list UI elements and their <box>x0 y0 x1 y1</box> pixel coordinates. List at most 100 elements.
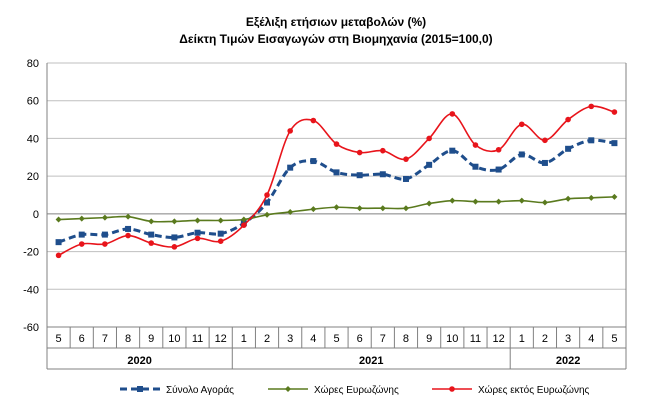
year-label: 2021 <box>359 355 383 367</box>
data-point-series-2 <box>541 199 548 206</box>
x-tick-label: 4 <box>310 333 316 345</box>
data-point-series-3 <box>148 240 155 246</box>
data-point-series-1 <box>565 145 572 152</box>
data-point-series-3 <box>102 241 108 247</box>
legend-swatch-marker <box>285 386 291 392</box>
x-tick-label: 1 <box>241 333 247 345</box>
data-point-series-1 <box>518 151 525 158</box>
data-point-series-2 <box>495 198 502 205</box>
data-point-series-3 <box>380 147 386 154</box>
x-tick-label: 6 <box>79 333 85 345</box>
legend-swatch-marker <box>449 386 455 392</box>
x-tick-label: 8 <box>125 333 131 345</box>
y-tick-label: 0 <box>33 209 39 221</box>
data-point-series-3 <box>287 128 293 134</box>
data-point-series-1 <box>379 171 386 178</box>
data-point-series-2 <box>55 216 62 223</box>
data-point-series-2 <box>194 217 201 224</box>
x-tick-label: 8 <box>403 333 409 345</box>
chart-subtitle: Δείκτη Τιμών Εισαγωγών στη Βιομηχανία (2… <box>179 32 492 46</box>
x-tick-label: 10 <box>446 333 458 345</box>
y-tick-label: 80 <box>27 58 39 70</box>
data-point-series-3 <box>55 252 62 259</box>
data-point-series-2 <box>379 205 386 212</box>
y-tick-label: 20 <box>27 171 39 183</box>
data-point-series-1 <box>55 239 62 246</box>
data-point-series-1 <box>78 231 85 238</box>
y-gridlines <box>47 62 626 328</box>
data-point-series-2 <box>287 208 294 215</box>
x-tick-label: 10 <box>168 333 180 345</box>
data-point-series-1 <box>217 230 224 237</box>
data-point-series-2 <box>426 200 433 207</box>
data-point-series-2 <box>78 215 85 222</box>
data-point-series-1 <box>171 234 178 241</box>
data-point-series-2 <box>101 214 108 221</box>
data-point-series-3 <box>495 146 502 153</box>
data-point-series-1 <box>449 147 456 154</box>
legend-swatch-marker <box>137 386 143 392</box>
data-point-series-3 <box>333 141 340 147</box>
x-tick-label: 5 <box>611 333 617 345</box>
data-point-series-3 <box>588 103 595 110</box>
data-point-series-3 <box>518 121 525 128</box>
data-point-series-1 <box>495 166 502 173</box>
y-tick-label: 60 <box>27 96 39 108</box>
data-point-series-3 <box>125 232 131 239</box>
data-point-series-1 <box>264 199 271 206</box>
data-point-series-1 <box>541 159 548 166</box>
y-tick-label: 40 <box>27 133 39 145</box>
data-point-series-1 <box>101 231 108 238</box>
data-point-series-3 <box>171 244 178 250</box>
y-tick-label: -40 <box>23 284 39 296</box>
x-tick-label: 1 <box>519 333 525 345</box>
data-point-series-3 <box>217 238 224 244</box>
data-point-series-1 <box>402 175 409 182</box>
x-tick-label: 7 <box>102 333 108 345</box>
data-point-series-3 <box>449 111 456 117</box>
data-point-series-3 <box>194 235 201 242</box>
x-tick-label: 12 <box>492 333 504 345</box>
x-tick-label: 9 <box>426 333 432 345</box>
x-tick-label: 7 <box>380 333 386 345</box>
data-point-series-2 <box>472 198 479 205</box>
legend-label: Χώρες Ευρωζώνης <box>314 384 399 396</box>
year-label: 2020 <box>127 355 151 367</box>
data-point-series-2 <box>148 218 155 225</box>
legend-label: Σύνολο Αγοράς <box>166 384 234 396</box>
data-point-series-1 <box>356 172 363 179</box>
x-tick-label: 11 <box>470 333 481 345</box>
legend: Σύνολο Αγοράς Χώρες Ευρωζώνης Χώρες εκτός … <box>120 384 590 396</box>
data-point-series-2 <box>310 206 317 213</box>
axes <box>46 63 627 370</box>
data-point-series-3 <box>542 137 548 144</box>
data-point-series-2 <box>333 204 340 211</box>
series-line-1 <box>58 138 615 244</box>
y-tick-labels: 80 60 40 20 0 -20 -40 -60 <box>23 58 39 334</box>
data-point-series-3 <box>78 241 85 247</box>
x-tick-label: 3 <box>287 333 293 345</box>
data-point-series-2 <box>449 197 456 204</box>
data-point-series-1 <box>426 161 433 168</box>
data-point-series-3 <box>264 192 270 198</box>
x-tick-label: 5 <box>333 333 339 345</box>
data-point-series-2 <box>264 211 271 218</box>
data-point-series-2 <box>588 194 595 201</box>
y-tick-label: -60 <box>23 322 39 334</box>
x-tick-label: 6 <box>357 333 363 345</box>
data-point-series-3 <box>565 116 571 123</box>
x-tick-label: 5 <box>56 333 62 345</box>
data-point-series-1 <box>125 225 132 232</box>
series-line-3 <box>58 105 615 257</box>
year-labels: 2020 2021 2022 <box>127 355 580 367</box>
chart-title: Εξέλιξη ετήσιων μεταβολών (%) <box>246 15 426 29</box>
series-lines <box>55 103 618 259</box>
data-point-series-2 <box>565 195 572 202</box>
data-point-series-2 <box>171 218 178 225</box>
year-label: 2022 <box>556 355 580 367</box>
data-point-series-3 <box>241 222 247 228</box>
data-point-series-1 <box>148 231 155 238</box>
x-tick-labels: 5 6 7 8 9 10 11 12 1 2 3 4 5 6 7 8 9 10 11 12 1 2 3 4 5 <box>56 333 618 345</box>
data-point-series-2 <box>356 205 363 212</box>
